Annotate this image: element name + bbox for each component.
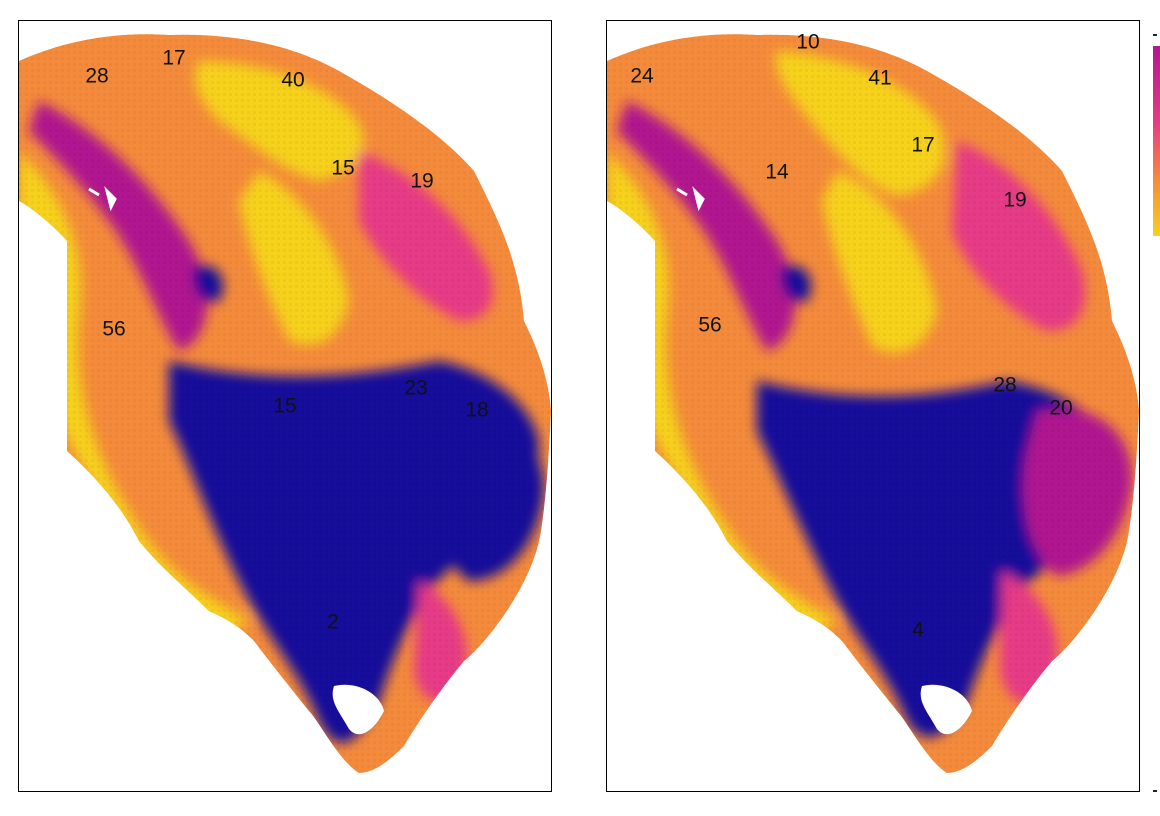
map-panel-left: 28 17 40 15 19 56 15 23 18 2 <box>18 20 552 792</box>
colorbar-tick <box>1153 790 1157 792</box>
map-label: 20 <box>1049 396 1073 420</box>
colorbar-tick <box>1153 34 1157 36</box>
map-label: 15 <box>331 156 355 180</box>
map-label: 17 <box>162 46 186 70</box>
map-label: 19 <box>1003 188 1027 212</box>
map-label: 56 <box>102 317 126 341</box>
map-label: 4 <box>912 618 924 642</box>
map-panel-right: 24 10 41 17 14 19 56 28 20 4 <box>606 20 1140 792</box>
map-right <box>607 34 1139 773</box>
map-label: 2 <box>327 610 339 634</box>
colorbar-legend <box>1153 46 1160 236</box>
map-label: 14 <box>765 160 789 184</box>
map-label: 28 <box>993 373 1017 397</box>
water-body <box>88 186 117 212</box>
bay-white <box>920 684 972 735</box>
bay-white <box>332 684 384 735</box>
water-body <box>676 186 705 212</box>
map-label: 10 <box>796 30 820 54</box>
map-label: 18 <box>465 398 489 422</box>
map-label: 56 <box>698 313 722 337</box>
map-label: 19 <box>410 169 434 193</box>
map-label: 23 <box>404 376 428 400</box>
map-label: 24 <box>630 64 654 88</box>
map-label: 28 <box>85 64 109 88</box>
map-label: 40 <box>281 68 305 92</box>
map-left <box>19 34 551 773</box>
map-label: 15 <box>273 394 297 418</box>
map-label: 17 <box>911 133 935 157</box>
map-label: 41 <box>868 66 892 90</box>
